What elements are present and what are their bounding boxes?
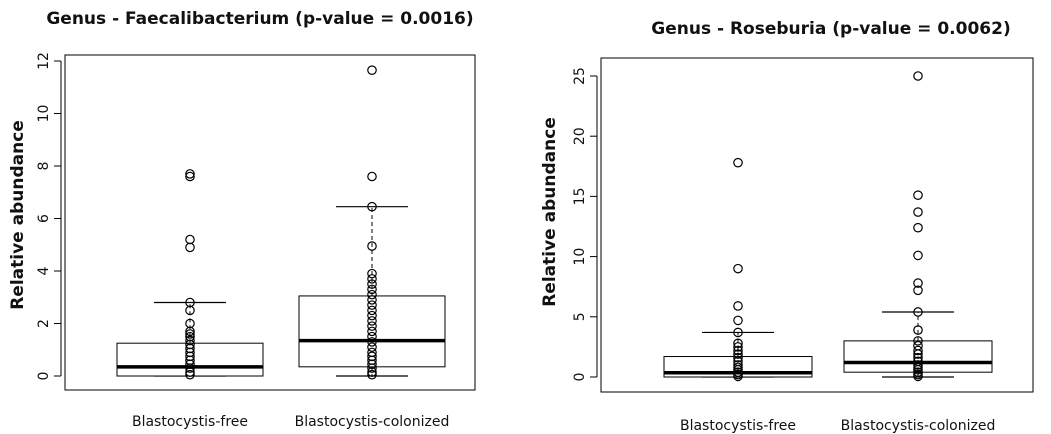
outlier-point [913, 222, 923, 233]
outlier-point [367, 268, 377, 279]
outlier-point [733, 356, 743, 367]
y-tick-label: 15 [572, 187, 588, 205]
outlier-point [733, 342, 743, 352]
outlier-point [185, 329, 195, 339]
y-tick-label: 12 [36, 52, 52, 70]
outlier-point [913, 325, 923, 335]
outlier-point [367, 171, 377, 182]
chart-title: Genus - Faecalibacterium (p-value = 0.00… [46, 9, 473, 29]
outlier-point [913, 352, 923, 363]
x-category-label: Blastocystis-free [132, 414, 248, 430]
outlier-point [913, 190, 923, 200]
outlier-point [913, 250, 923, 261]
outlier-point [185, 234, 195, 245]
outlier-point [185, 171, 195, 182]
outlier-point [913, 278, 923, 288]
outlier-point [733, 360, 743, 370]
outlier-point [367, 310, 377, 321]
outlier-point [367, 342, 377, 352]
y-axis-label: Relative abundance [8, 120, 28, 310]
outlier-point [733, 338, 743, 349]
y-tick-label: 10 [36, 105, 52, 123]
x-category-label: Blastocystis-colonized [295, 414, 450, 430]
outlier-point [913, 356, 923, 367]
outlier-point [913, 367, 923, 377]
outlier-point [913, 345, 923, 356]
outlier-point [913, 71, 923, 81]
outlier-point [367, 326, 377, 337]
outlier-point [367, 305, 377, 316]
x-category-label: Blastocystis-colonized [841, 418, 996, 434]
outlier-point [913, 360, 923, 370]
outlier-point [367, 274, 377, 284]
outlier-point [913, 369, 923, 380]
outlier-point [367, 300, 377, 310]
outlier-point [367, 241, 377, 251]
outlier-point [367, 337, 377, 347]
chart-svg-faecalibacterium: Genus - Faecalibacterium (p-value = 0.00… [8, 9, 476, 430]
outlier-point [367, 295, 377, 305]
y-tick-label: 5 [572, 312, 588, 321]
outlier-point [185, 297, 195, 308]
outlier-point [913, 307, 923, 317]
outlier-point [913, 362, 923, 373]
outlier-point [733, 352, 743, 363]
outlier-point [367, 65, 377, 75]
y-tick-label: 10 [572, 248, 588, 266]
y-tick-label: 20 [572, 127, 588, 145]
outlier-point [733, 315, 743, 326]
plot-frame [64, 54, 476, 391]
outlier-point [367, 284, 377, 295]
outlier-point [733, 362, 743, 373]
x-category-label: Blastocystis-free [680, 418, 796, 434]
plot-area: 0 5 10 15 20 25 Blastocystis-free Blastocystis-… [572, 57, 1034, 434]
outlier-point [367, 289, 377, 300]
outlier-point [913, 285, 923, 296]
chart-svg-roseburia: Genus - Roseburia (p-value = 0.0062) Rel… [540, 19, 1034, 434]
outlier-point [367, 369, 377, 380]
outlier-point [185, 331, 195, 342]
iqr-box [298, 295, 446, 368]
outlier-point [367, 201, 377, 212]
y-tick-label: 8 [36, 162, 52, 171]
outlier-point [733, 349, 743, 359]
y-tick-label: 6 [36, 214, 52, 223]
outlier-point [367, 331, 377, 342]
y-tick-label: 0 [36, 372, 52, 381]
outlier-point [185, 242, 195, 253]
outlier-point [733, 301, 743, 311]
outlier-point [367, 347, 377, 358]
outlier-point [733, 369, 743, 380]
outlier-point [367, 279, 377, 289]
outlier-point [185, 369, 195, 380]
outlier-point [185, 169, 195, 179]
y-tick-label: 2 [36, 319, 52, 328]
outlier-point [367, 351, 377, 362]
outlier-point [733, 367, 743, 377]
outlier-point [733, 157, 743, 168]
outlier-point [913, 336, 923, 346]
y-tick-label: 4 [36, 266, 52, 275]
outlier-point [185, 335, 195, 346]
outlier-point [185, 318, 195, 329]
chart-panel-faecalibacterium: Genus - Faecalibacterium (p-value = 0.00… [0, 0, 525, 434]
outlier-point [733, 263, 743, 274]
y-tick-label: 0 [572, 373, 588, 382]
chart-panel-roseburia: Genus - Roseburia (p-value = 0.0062) Rel… [525, 0, 1051, 434]
outlier-point [367, 316, 377, 326]
outlier-point [913, 340, 923, 351]
outlier-point [913, 207, 923, 217]
outlier-point [367, 321, 377, 331]
outlier-point [733, 345, 743, 356]
chart-title: Genus - Roseburia (p-value = 0.0062) [651, 19, 1010, 39]
plot-area: 0 2 4 6 8 10 12 Blastocystis-free Blastocystis-c… [36, 52, 476, 430]
y-tick-label: 25 [572, 67, 588, 85]
outlier-point [733, 327, 743, 338]
plot-frame [600, 57, 1034, 393]
y-axis-label: Relative abundance [540, 117, 560, 307]
